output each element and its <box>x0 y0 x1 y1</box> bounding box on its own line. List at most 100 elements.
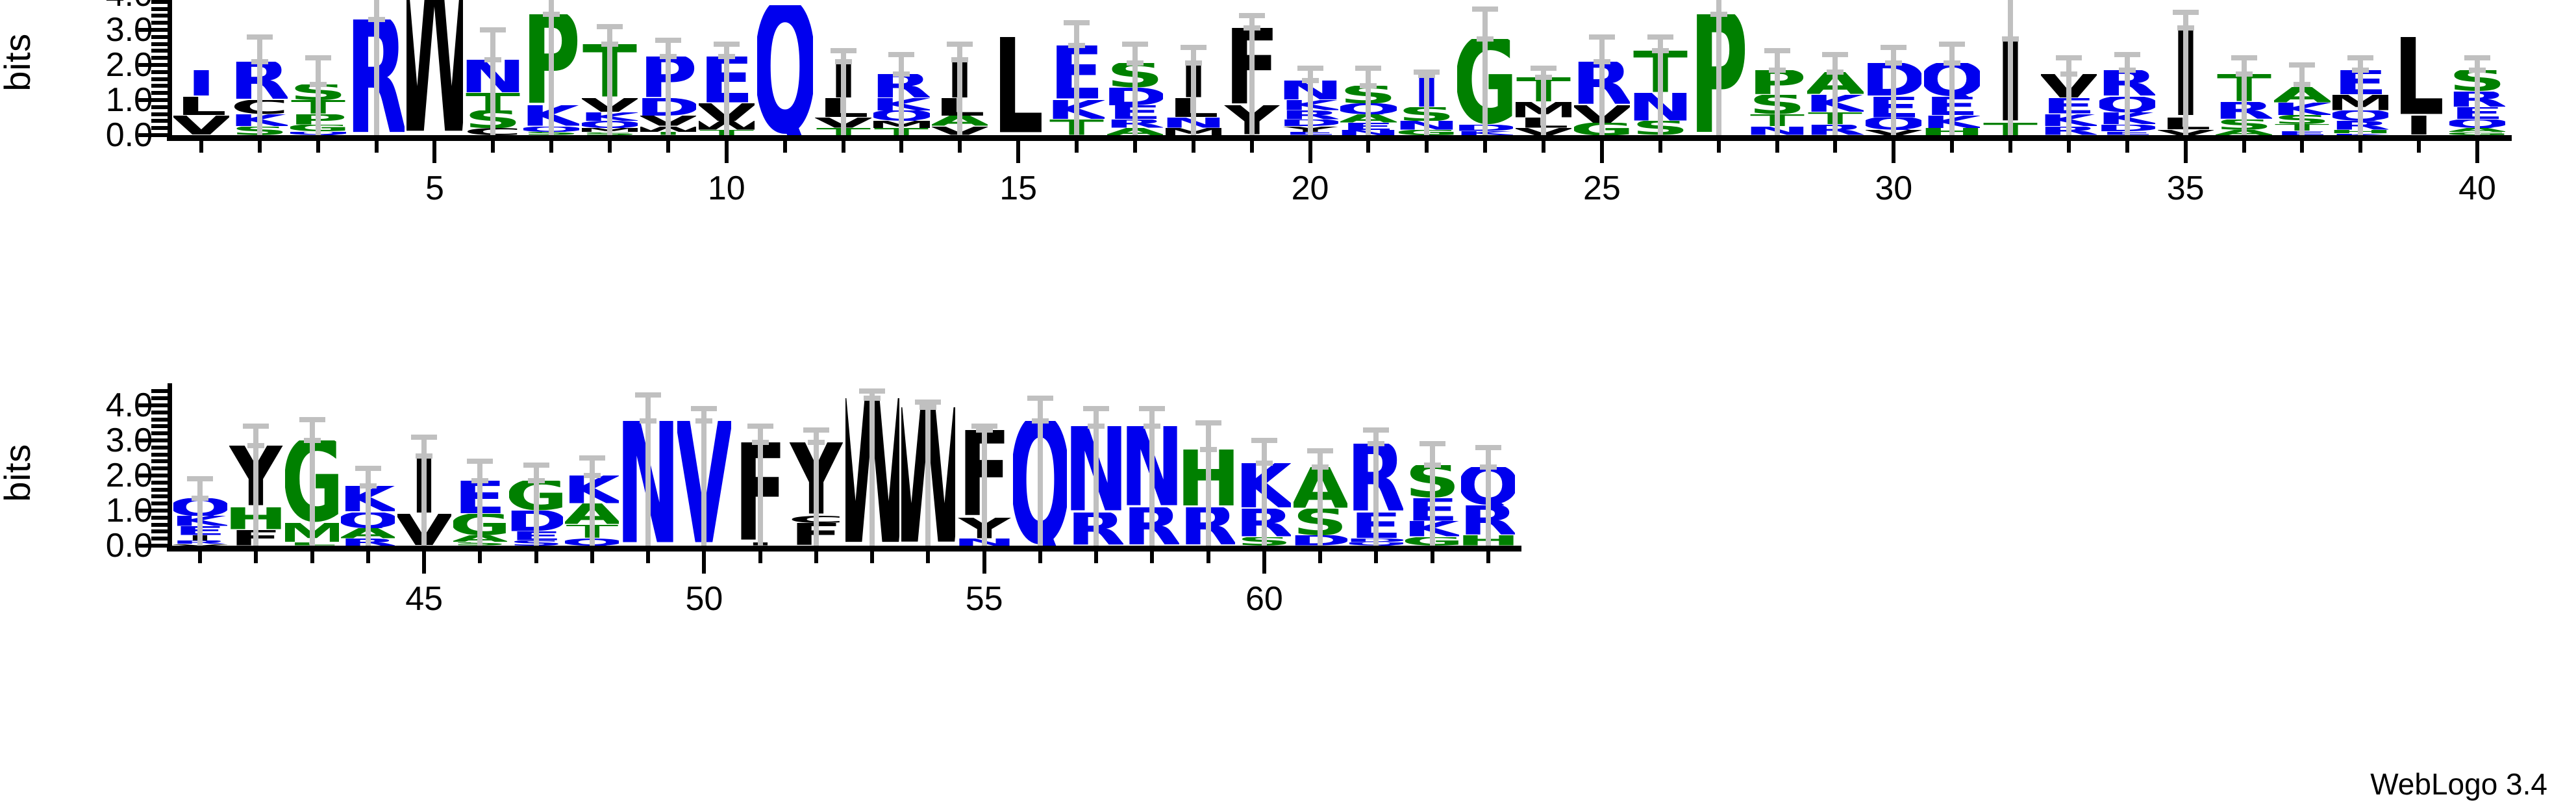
error-bar-cap <box>1195 420 1221 425</box>
error-bar-cap <box>1199 446 1217 452</box>
x-tick-minor <box>590 552 594 563</box>
logo-residue-L: L <box>175 96 227 116</box>
x-tick-minor <box>534 552 538 563</box>
x-tick-minor <box>2242 141 2246 153</box>
error-bar-cap <box>951 57 969 62</box>
x-tick-major <box>702 552 707 574</box>
x-tick-minor <box>1430 552 1434 563</box>
error-bar-cap <box>947 41 973 47</box>
x-tick-minor <box>1658 141 1662 153</box>
logo-residue-Q: Q <box>757 5 813 135</box>
y-tick-major <box>138 98 168 102</box>
y-tick-minor <box>151 6 168 11</box>
y-axis-line <box>168 383 172 546</box>
error-bar-cap <box>1243 25 1260 31</box>
y-tick-minor <box>151 410 168 414</box>
x-tick-minor <box>1150 552 1155 563</box>
y-tick-minor <box>151 56 168 60</box>
error-bar <box>1074 23 1080 135</box>
logo-residue-I: I <box>186 70 216 97</box>
error-bar-cap <box>1301 78 1319 84</box>
logo-residue-L: L <box>2393 36 2445 116</box>
x-tick-minor <box>1366 141 1371 153</box>
logo-residue-L: L <box>992 36 1044 135</box>
x-tick-minor <box>310 552 314 563</box>
x-tick-minor <box>870 552 875 563</box>
error-bar <box>365 468 371 546</box>
error-bar-cap <box>1031 418 1049 424</box>
error-bar-cap <box>246 34 273 40</box>
error-bar-cap <box>471 478 489 484</box>
error-bar-cap <box>303 438 321 443</box>
error-bar-cap <box>2177 25 2194 31</box>
error-bar <box>549 0 555 135</box>
error-bar-cap <box>1475 444 1501 450</box>
y-tick-minor <box>151 0 168 4</box>
error-bar-cap <box>299 416 325 422</box>
error-bar <box>1482 8 1488 135</box>
y-tick-minor <box>151 34 168 39</box>
error-bar <box>2358 58 2364 135</box>
error-bar-cap <box>359 483 377 489</box>
x-tick-minor <box>1132 141 1137 153</box>
error-bar-cap <box>1423 462 1441 468</box>
error-bar-cap <box>695 418 713 424</box>
y-tick-minor <box>151 480 168 485</box>
x-tick-labels: 5 10 15 20 25 30 35 40 <box>172 169 2507 214</box>
error-bar-cap <box>747 424 773 429</box>
error-bar <box>899 54 905 135</box>
x-tick-minor <box>1094 552 1099 563</box>
x-tick-minor <box>549 141 554 153</box>
x-ticks <box>172 141 2507 163</box>
error-bar <box>1657 36 1663 135</box>
error-bar <box>2299 65 2305 135</box>
error-bar-cap <box>1360 83 1377 89</box>
error-bar <box>1132 44 1138 135</box>
x-tick-minor <box>366 552 370 563</box>
error-bar <box>665 40 671 135</box>
error-bar-cap <box>1768 68 1786 73</box>
error-bar <box>1541 68 1547 135</box>
error-bar-cap <box>1419 441 1445 447</box>
x-tick-minor <box>1950 141 1955 153</box>
x-tick-minor <box>1425 141 1429 153</box>
error-bar-cap <box>718 53 735 59</box>
weblogo-credit: WebLogo 3.4 <box>2370 767 2547 801</box>
error-bar <box>2182 12 2188 135</box>
y-tick-major <box>138 133 168 137</box>
error-bar-cap <box>601 41 619 47</box>
error-bar-cap <box>1088 424 1105 429</box>
error-bar-cap <box>1251 438 1277 443</box>
error-bar <box>197 479 203 546</box>
x-tick-minor <box>899 141 904 153</box>
logo-residue-I: I <box>2404 116 2434 135</box>
x-tick-minor <box>2300 141 2305 153</box>
x-tick-label: 10 <box>707 170 745 207</box>
error-bar-cap <box>2002 36 2020 42</box>
error-bar-cap <box>1479 464 1497 470</box>
error-bar-cap <box>1180 45 1207 50</box>
error-bar-cap <box>1363 427 1390 433</box>
error-bar-cap <box>803 427 829 433</box>
error-bar <box>1037 398 1043 546</box>
y-tick-minor <box>151 522 168 527</box>
error-bar <box>1149 409 1155 546</box>
x-tick-major <box>1262 552 1266 574</box>
error-bar <box>723 44 729 135</box>
y-tick-major <box>138 403 168 407</box>
error-bar-cap <box>1121 41 1148 47</box>
error-bar <box>701 409 707 546</box>
error-bar <box>1424 71 1430 135</box>
y-tick-minor <box>151 396 168 401</box>
error-bar-cap <box>864 396 881 401</box>
y-tick-minor <box>151 459 168 464</box>
error-bar-cap <box>1647 34 1673 40</box>
error-bar-cap <box>2352 68 2370 73</box>
y-tick-minor <box>151 389 168 394</box>
error-bar <box>1891 47 1897 135</box>
error-bar <box>869 391 875 546</box>
x-tick-label: 5 <box>425 170 444 207</box>
x-tick-label: 45 <box>405 580 444 618</box>
